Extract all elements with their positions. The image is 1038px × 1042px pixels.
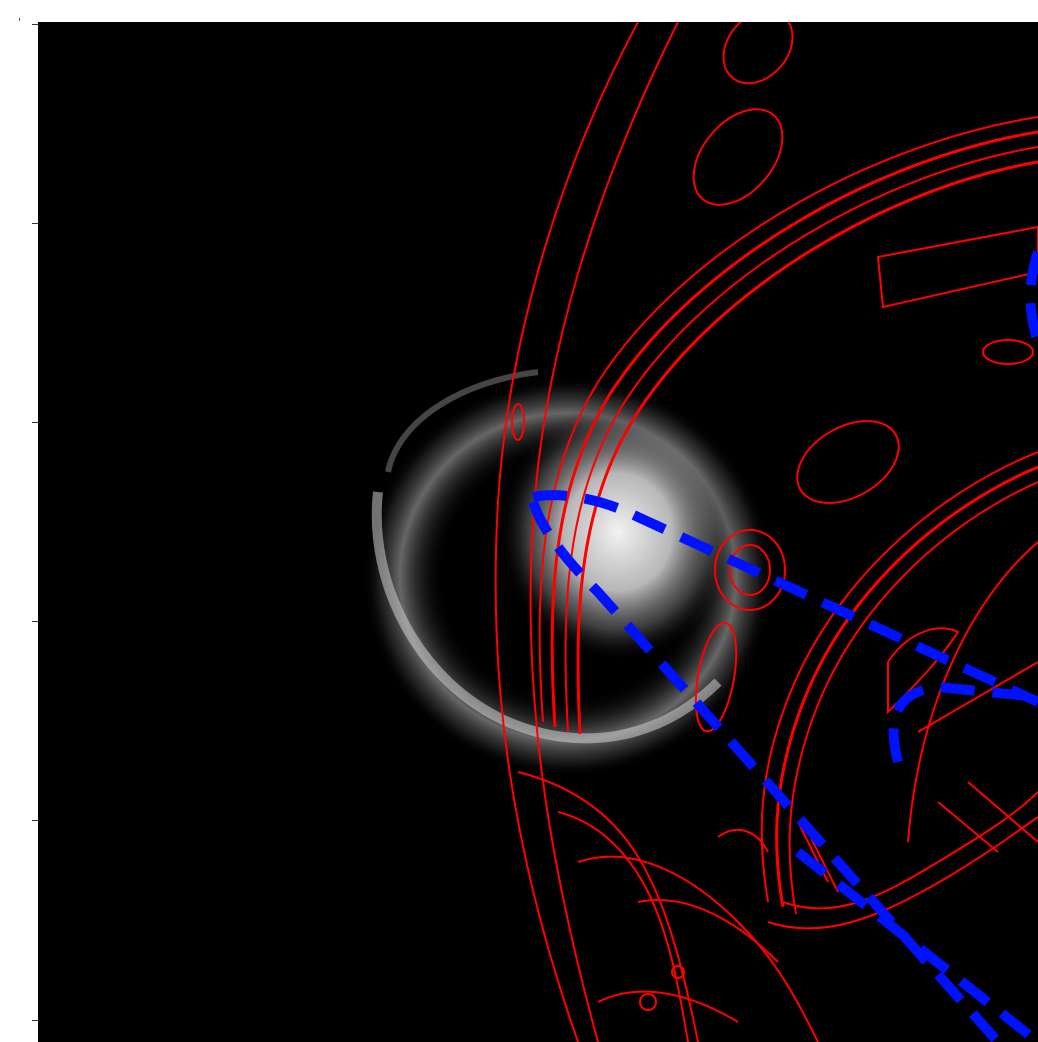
corner-mark: ' <box>18 16 22 29</box>
y-axis-tick <box>32 422 38 423</box>
y-axis-tick <box>32 24 38 25</box>
y-axis-tick <box>32 223 38 224</box>
image-plot-area <box>38 22 1038 1042</box>
red-edge-overlay <box>494 22 1038 1042</box>
y-axis-tick <box>32 1020 38 1021</box>
blue-dashed-projection <box>528 250 1038 1042</box>
y-axis-tick <box>32 621 38 622</box>
y-axis-tick <box>32 820 38 821</box>
camera-image-overlay <box>38 22 1038 1042</box>
